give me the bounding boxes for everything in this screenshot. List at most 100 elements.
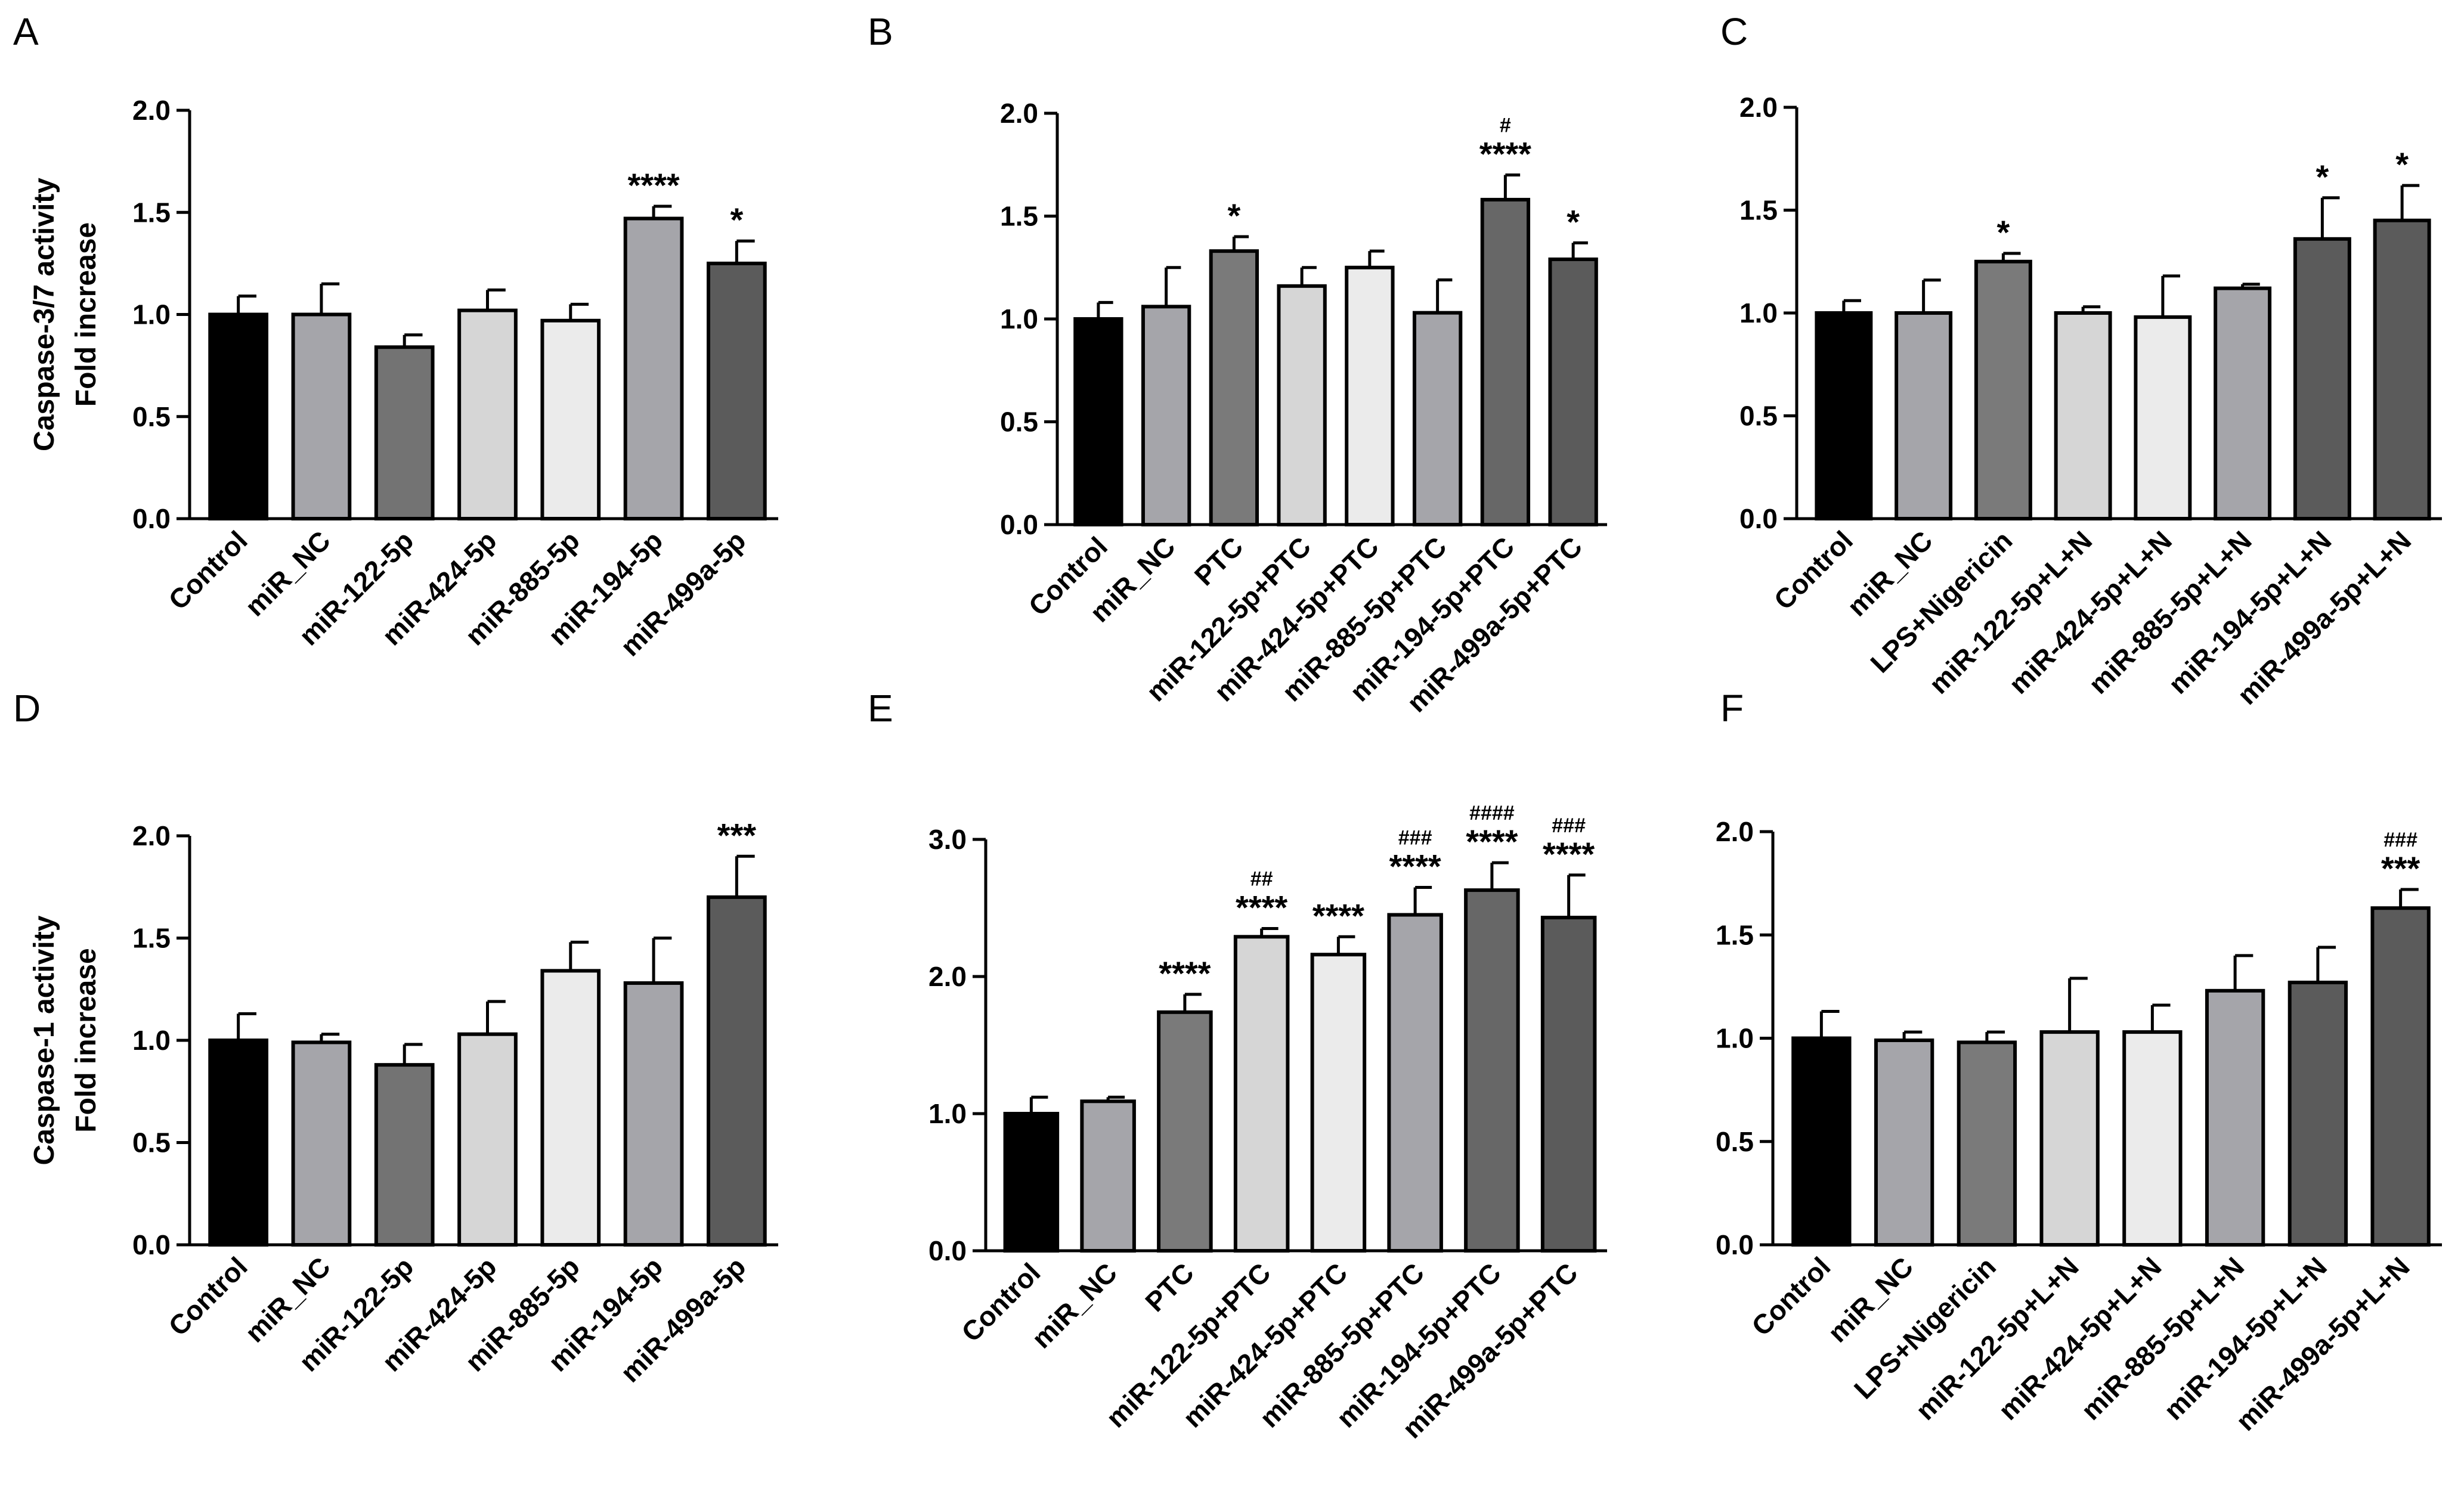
bar <box>623 981 684 1247</box>
significance-label: **** <box>1479 135 1531 173</box>
significance-label: *** <box>2381 850 2420 887</box>
y-tick-label: 2.0 <box>132 95 171 126</box>
y-tick-label: 1.0 <box>1716 1023 1754 1054</box>
bar <box>540 318 601 521</box>
significance-label: * <box>2316 158 2329 196</box>
y-tick-label: 0.5 <box>1716 1126 1754 1157</box>
bar <box>457 308 518 521</box>
panel-letter: E <box>868 687 893 730</box>
bar <box>291 1040 352 1247</box>
y-tick-label: 1.0 <box>132 299 171 330</box>
significance-label: **** <box>1466 823 1518 860</box>
bar <box>540 969 601 1247</box>
y-tick-label: 2.0 <box>928 961 967 992</box>
hash-significance-label: ### <box>2383 829 2417 851</box>
bar <box>1412 311 1463 527</box>
bar <box>2039 1030 2100 1247</box>
bar <box>2054 311 2112 520</box>
panel-letter: D <box>13 687 41 730</box>
bar <box>1003 1112 1060 1253</box>
bar <box>1895 311 1953 520</box>
bar <box>1345 265 1395 526</box>
bar <box>623 216 684 520</box>
bar <box>1073 317 1123 526</box>
y-axis-title: Fold increase <box>70 222 102 407</box>
significance-label: **** <box>1543 835 1595 873</box>
bar <box>1480 197 1531 526</box>
panel-letter: F <box>1720 687 1744 730</box>
chart-panel-f: F0.00.51.01.52.0ControlmiR_NCLPS+Nigeric… <box>1716 687 2442 1437</box>
significance-label: * <box>730 201 743 238</box>
y-tick-label: 1.5 <box>132 197 171 228</box>
x-tick-label: miR_NC <box>1026 1257 1123 1354</box>
chart-panel-a: A 0.0 0.5 1.0 1.5 2.0 Caspase-3/7 activity Fold… <box>13 10 778 662</box>
y-tick-label: 1.5 <box>1716 919 1754 950</box>
y-tick-label: 1.0 <box>1000 303 1038 334</box>
x-tick-label: Control <box>162 1251 253 1341</box>
bar <box>1080 1099 1136 1253</box>
y-tick-label: 0.5 <box>132 401 171 432</box>
chart-panel-e: E0.01.02.03.0ControlmiR_NC****PTC****##m… <box>868 687 1607 1445</box>
y-tick-label: 1.5 <box>1000 201 1038 232</box>
y-tick-label: 2.0 <box>1739 92 1778 123</box>
y-tick-label: 0.0 <box>1716 1229 1754 1260</box>
bar <box>1157 1010 1213 1253</box>
bar <box>2373 218 2431 520</box>
y-tick-label: 0.0 <box>132 1229 171 1260</box>
chart-panel-c: C0.00.51.01.52.0ControlmiR_NC*LPS+Nigeri… <box>1720 10 2442 711</box>
bar <box>1233 935 1290 1253</box>
bar <box>457 1032 518 1247</box>
bar <box>707 895 767 1247</box>
y-tick-label: 1.0 <box>132 1025 171 1056</box>
significance-label: **** <box>1236 889 1287 926</box>
bar <box>1791 1036 1852 1247</box>
significance-label: **** <box>1389 848 1441 885</box>
x-tick-label: LPS+Nigericin <box>1864 525 2018 678</box>
y-tick-label: 1.5 <box>1739 195 1778 226</box>
panel-letter: C <box>1720 10 1748 53</box>
y-tick-label: 1.5 <box>132 923 171 954</box>
bar <box>1464 888 1520 1253</box>
bar <box>291 312 352 520</box>
x-tick-label: PTC <box>1139 1257 1200 1318</box>
y-tick-label: 1.0 <box>928 1098 967 1129</box>
bar <box>1540 916 1597 1253</box>
bar <box>374 345 435 520</box>
hash-significance-label: ### <box>1552 814 1586 837</box>
bar <box>2205 988 2265 1247</box>
hash-significance-label: # <box>1500 114 1511 137</box>
y-tick-label: 0.5 <box>132 1127 171 1158</box>
significance-label: *** <box>717 816 757 854</box>
significance-label: * <box>1996 213 2010 251</box>
bar <box>1815 311 1873 520</box>
bar <box>2214 286 2272 520</box>
bar <box>1141 305 1191 526</box>
bar <box>2293 237 2351 520</box>
y-tick-label: 0.5 <box>1000 407 1038 438</box>
bar <box>1957 1040 2017 1247</box>
significance-label: **** <box>1159 954 1211 992</box>
y-axis-title: Fold increase <box>70 948 102 1132</box>
x-tick-label: PTC <box>1188 531 1249 591</box>
y-tick-label: 1.0 <box>1739 297 1778 328</box>
y-tick-label: 0.0 <box>1000 509 1038 540</box>
significance-label: **** <box>1313 897 1364 934</box>
y-tick-label: 0.0 <box>132 503 171 534</box>
bar <box>2370 906 2431 1247</box>
chart-panel-d: D 0.0 0.5 1.0 1.5 2.0 Caspase-1 activity Fold i… <box>13 687 778 1388</box>
y-tick-label: 2.0 <box>1000 98 1038 129</box>
bar <box>1310 953 1367 1253</box>
significance-label: * <box>2395 145 2409 183</box>
significance-label: **** <box>627 166 679 204</box>
y-axis-title: Caspase-1 activity <box>29 915 60 1165</box>
y-tick-label: 0.5 <box>1739 401 1778 432</box>
bar <box>1209 249 1259 526</box>
bar <box>707 261 767 520</box>
hash-significance-label: ### <box>1398 827 1432 850</box>
bar <box>2287 980 2348 1247</box>
bar <box>1277 284 1327 526</box>
y-tick-label: 2.0 <box>132 820 171 851</box>
y-tick-label: 3.0 <box>928 824 967 855</box>
bar <box>1387 913 1443 1253</box>
